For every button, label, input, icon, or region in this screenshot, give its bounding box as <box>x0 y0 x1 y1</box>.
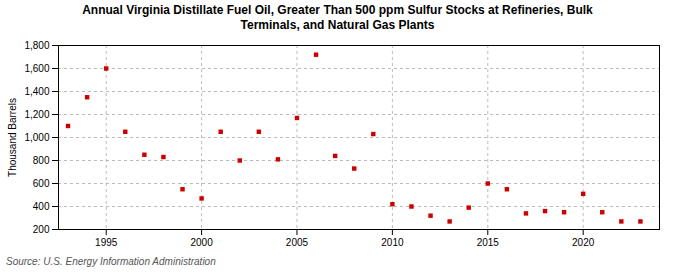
svg-text:1,400: 1,400 <box>24 86 49 97</box>
svg-text:2005: 2005 <box>286 237 309 248</box>
svg-text:200: 200 <box>33 224 50 235</box>
svg-text:1,200: 1,200 <box>24 109 49 120</box>
html-text:Source: U.S. Energy Informatio: Source: U.S. Energy Information Administ… <box>6 256 216 267</box>
svg-text:800: 800 <box>33 155 50 166</box>
svg-text:2000: 2000 <box>190 237 213 248</box>
svg-text:1,800: 1,800 <box>24 40 49 51</box>
svg-text:2010: 2010 <box>381 237 404 248</box>
svg-text:2015: 2015 <box>477 237 500 248</box>
svg-text:400: 400 <box>33 201 50 212</box>
html-text:Annual Virginia Distillate Fue: Annual Virginia Distillate Fuel Oil, Gre… <box>82 3 593 32</box>
svg-text:1995: 1995 <box>95 237 118 248</box>
svg-text:1,000: 1,000 <box>24 132 49 143</box>
svg-text:600: 600 <box>33 178 50 189</box>
svg-text:1,600: 1,600 <box>24 63 49 74</box>
svg-text:2020: 2020 <box>572 237 595 248</box>
svg-text:Thousand Barrels: Thousand Barrels <box>7 98 18 177</box>
